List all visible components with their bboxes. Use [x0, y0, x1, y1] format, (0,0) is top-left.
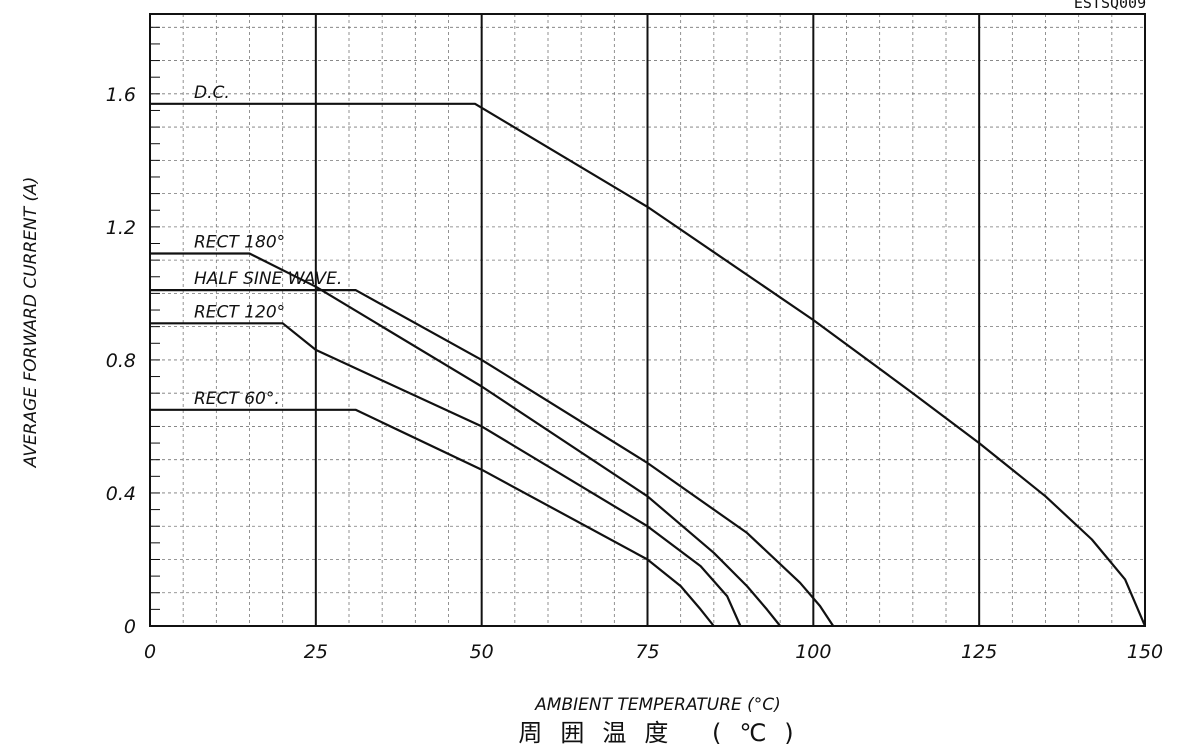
series-lines: [150, 102, 1147, 627]
x-tick-label: 50: [470, 641, 494, 663]
y-axis-label: AVERAGE FORWARD CURRENT (A): [21, 177, 41, 469]
x-axis-tick-labels: 0 25 50 75 100 125 150: [144, 641, 1163, 663]
series-line: [150, 252, 782, 627]
series-label: HALF SINE WAVE.: [194, 269, 342, 289]
x-tick-label: 25: [304, 641, 328, 663]
x-tick-label: 125: [961, 641, 997, 663]
series-label: D.C.: [194, 83, 230, 103]
corner-code: ESTSQ009: [1074, 0, 1146, 12]
plot-frame: [149, 13, 1146, 627]
x-tick-label: 100: [795, 641, 831, 663]
series-label: RECT 60°.: [194, 389, 280, 409]
series-line: [150, 289, 835, 627]
series-line: [150, 102, 1147, 627]
y-tick-label: 1.6: [106, 84, 136, 106]
y-tick-label: 0.4: [106, 483, 136, 505]
x-axis-label: AMBIENT TEMPERATURE (°C): [534, 695, 781, 715]
x-axis-label-japanese: 周囲温度 (℃): [518, 719, 811, 745]
x-tick-label: 0: [144, 641, 156, 663]
series-labels: D.C. RECT 180° HALF SINE WAVE. RECT 120° REC…: [194, 83, 342, 409]
y-tick-label: 0.8: [106, 350, 136, 372]
x-tick-label: 150: [1127, 641, 1163, 663]
y-tick-label: 0: [124, 616, 136, 638]
x-tick-label: 75: [635, 641, 659, 663]
series-line: [150, 322, 742, 627]
y-axis-ticks: [150, 26, 160, 610]
series-line: [150, 408, 715, 627]
y-tick-label: 1.2: [106, 217, 136, 239]
series-label: RECT 120°: [194, 302, 285, 322]
y-axis-tick-labels: 0 0.4 0.8 1.2 1.6: [106, 84, 136, 638]
series-label: RECT 180°: [194, 232, 285, 252]
